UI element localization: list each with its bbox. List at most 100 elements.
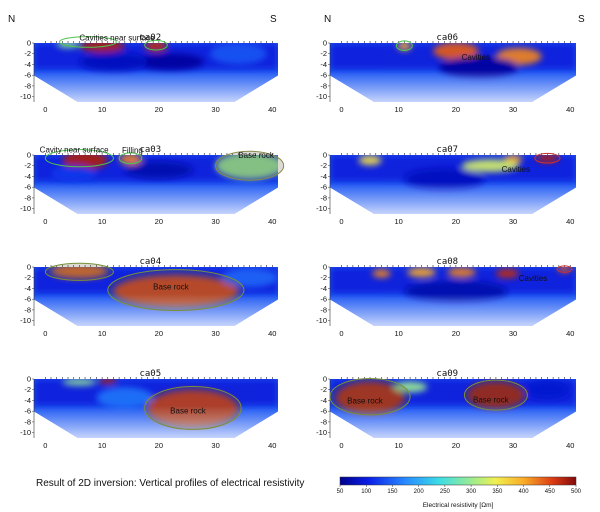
annotation-label: Base rock: [473, 396, 510, 405]
annotation-label: Cavities: [502, 165, 530, 174]
resistivity-field: [34, 43, 278, 102]
y-tick-label: -10: [316, 316, 327, 325]
annotation-label: Base rock: [347, 397, 384, 406]
south-label-left: S: [270, 14, 277, 25]
x-tick-label: 30: [509, 329, 517, 338]
colorbar-tick-label: 200: [414, 489, 425, 495]
colorbar-tick-label: 350: [492, 489, 503, 495]
resistivity-field: [330, 43, 576, 102]
y-tick-label: -8: [24, 81, 31, 90]
y-tick-label: -4: [320, 396, 327, 405]
y-tick-label: -4: [320, 172, 327, 181]
x-tick-label: 0: [43, 441, 47, 450]
x-tick-label: 0: [339, 441, 343, 450]
x-tick-label: 0: [339, 217, 343, 226]
depth-fade: [330, 267, 576, 326]
x-tick-label: 30: [211, 441, 219, 450]
region-outline: [534, 152, 561, 164]
colorbar: 50 100 150 200 250 300 350 400 450 500 Electrical…: [337, 476, 582, 509]
y-tick-label: -2: [24, 49, 31, 58]
x-tick-label: 10: [98, 329, 106, 338]
y-tick-label: -6: [24, 295, 31, 304]
y-tick-label: -10: [316, 204, 327, 213]
y-tick-label: -4: [24, 284, 31, 293]
y-tick-label: -6: [320, 183, 327, 192]
depth-fade: [34, 379, 278, 438]
colorbar-tick-label: 400: [519, 489, 530, 495]
x-tick-label: 30: [211, 105, 219, 114]
resistivity-field: [34, 267, 278, 326]
colorbar-gradient: [339, 476, 577, 486]
x-tick-label: 10: [394, 441, 402, 450]
north-label-left: N: [8, 14, 15, 25]
y-tick-label: -4: [320, 284, 327, 293]
depth-fade: [330, 155, 576, 214]
y-tick-label: -4: [24, 60, 31, 69]
x-tick-label: 30: [509, 105, 517, 114]
region-outline: [556, 265, 573, 273]
x-tick-label: 0: [339, 105, 343, 114]
x-tick-label: 40: [566, 329, 574, 338]
colorbar-tick-label: 50: [337, 489, 344, 495]
x-tick-label: 40: [268, 329, 276, 338]
depth-fade: [34, 43, 278, 102]
region-outline: [118, 152, 143, 165]
depth-fade: [34, 267, 278, 326]
figure-caption: Result of 2D inversion: Vertical profile…: [36, 478, 304, 489]
y-tick-label: -6: [24, 71, 31, 80]
panel-title: ca07: [436, 145, 458, 155]
y-tick-label: -8: [24, 193, 31, 202]
y-tick-label: 0: [323, 151, 327, 160]
y-tick-label: -2: [320, 273, 327, 282]
region-outline: [107, 269, 245, 311]
y-tick-label: -8: [320, 193, 327, 202]
x-tick-label: 20: [155, 329, 163, 338]
x-tick-label: 0: [43, 105, 47, 114]
y-tick-label: 0: [27, 151, 31, 160]
colorbar-tick-label: 100: [361, 489, 372, 495]
y-tick-label: -10: [316, 92, 327, 101]
region-outline: [144, 39, 168, 51]
resistivity-field: [330, 267, 576, 326]
y-tick-label: -10: [20, 428, 31, 437]
x-tick-label: 30: [509, 441, 517, 450]
panel-title: ca02: [139, 33, 161, 43]
y-tick-label: -8: [320, 81, 327, 90]
x-tick-label: 20: [155, 217, 163, 226]
x-tick-label: 40: [566, 217, 574, 226]
annotation-label: Cavities: [519, 274, 547, 283]
colorbar-ticks: 50 100 150 200 250 300 350 400 450 500: [337, 485, 582, 495]
south-label-right: S: [578, 14, 585, 25]
x-tick-label: 40: [268, 217, 276, 226]
y-tick-label: -2: [24, 273, 31, 282]
y-tick-label: -2: [24, 161, 31, 170]
y-tick-label: -2: [24, 385, 31, 394]
colorbar-tick-label: 450: [545, 489, 556, 495]
colorbar-tick-label: 150: [387, 489, 398, 495]
x-tick-label: 40: [268, 441, 276, 450]
annotation-label: Base rock: [153, 283, 190, 292]
x-tick-label: 30: [509, 217, 517, 226]
y-tick-label: -10: [20, 316, 31, 325]
panel-title: ca06: [436, 33, 458, 43]
annotation-label: Filling: [122, 146, 143, 155]
depth-fade: [330, 43, 576, 102]
y-tick-label: -2: [320, 385, 327, 394]
colorbar-label: Electrical resistivity [Ωm]: [423, 502, 494, 509]
x-tick-label: 20: [155, 105, 163, 114]
x-tick-label: 0: [43, 217, 47, 226]
region-outline: [44, 262, 114, 281]
y-tick-label: -10: [20, 92, 31, 101]
y-tick-label: -6: [320, 71, 327, 80]
resistivity-field: [34, 379, 278, 438]
x-tick-label: 10: [394, 329, 402, 338]
y-tick-label: 0: [27, 263, 31, 272]
x-tick-label: 10: [98, 105, 106, 114]
y-tick-label: -6: [24, 407, 31, 416]
annotation-label: Cavities: [462, 53, 490, 62]
region-outline: [144, 386, 242, 430]
